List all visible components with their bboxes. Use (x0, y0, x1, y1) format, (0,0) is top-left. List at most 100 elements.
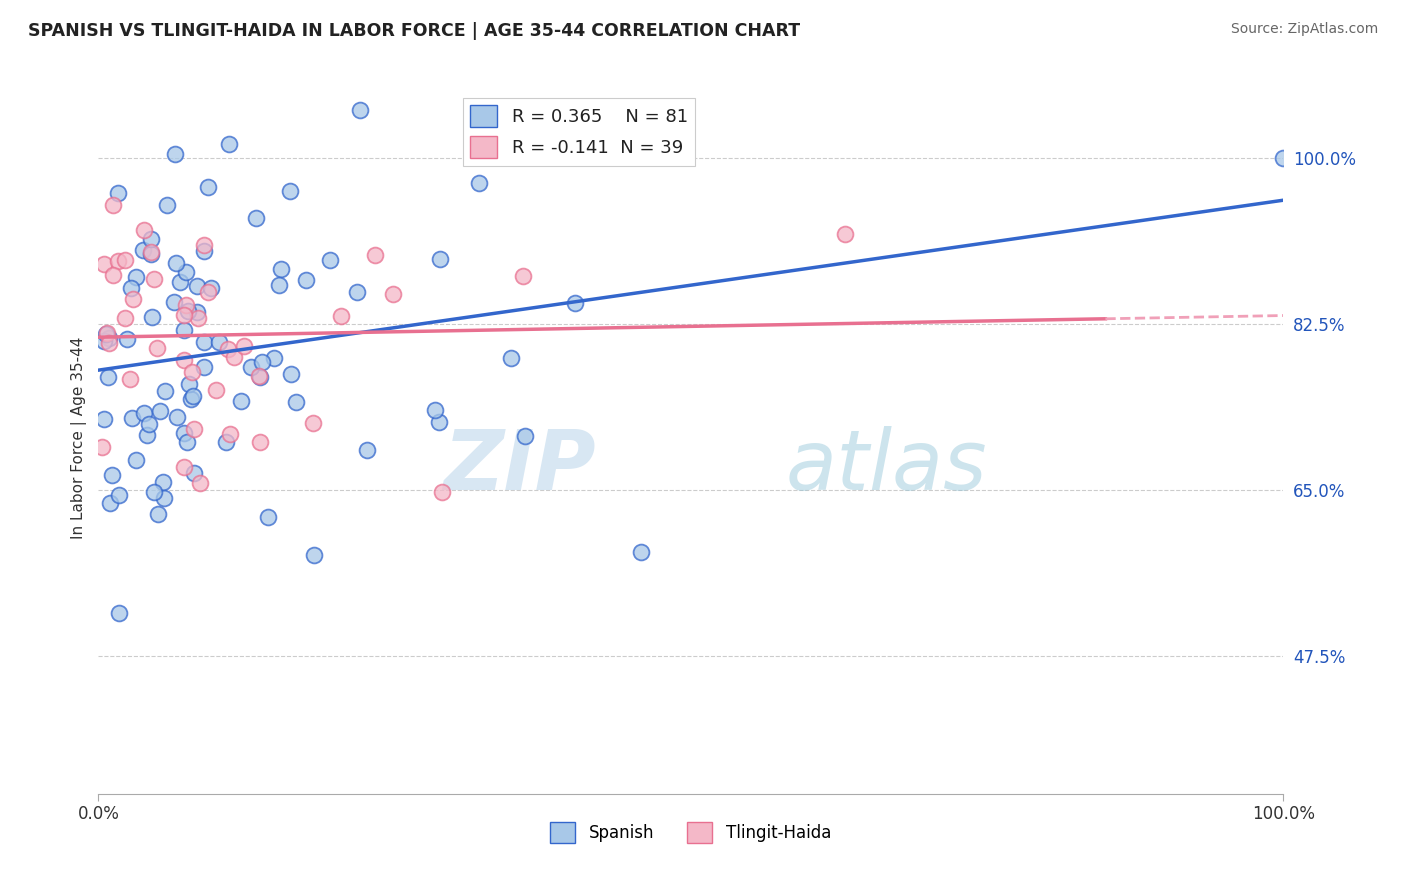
Point (512, 269, 534, 284)
Point (499, 351, 522, 365)
Point (249, 370, 271, 384)
Point (423, 402, 446, 417)
Point (174, 265, 197, 279)
Point (101, 468, 124, 483)
Point (153, 491, 176, 505)
Point (197, 285, 219, 299)
Point (114, 252, 136, 267)
Point (219, 426, 242, 441)
Point (180, 392, 202, 406)
Point (346, 285, 368, 300)
Point (427, 415, 450, 429)
Point (152, 475, 174, 490)
Point (200, 281, 222, 295)
Point (114, 311, 136, 326)
Point (193, 244, 215, 259)
Point (173, 459, 195, 474)
Point (181, 365, 204, 379)
Point (139, 245, 162, 260)
Point (233, 338, 256, 352)
Point (270, 262, 292, 277)
Point (186, 279, 208, 293)
Point (256, 510, 278, 524)
Point (107, 253, 129, 268)
Point (215, 434, 238, 449)
Point (163, 295, 186, 310)
Point (141, 310, 163, 325)
Point (143, 485, 166, 500)
Point (364, 248, 387, 262)
Point (302, 548, 325, 562)
Point (179, 377, 201, 392)
Point (153, 384, 176, 399)
Point (284, 394, 307, 409)
Point (134, 405, 156, 419)
Point (124, 270, 146, 285)
Point (174, 298, 197, 312)
Point (356, 443, 378, 458)
Legend: Spanish, Tlingit-Haida: Spanish, Tlingit-Haida (544, 816, 838, 849)
Point (432, 484, 454, 499)
Point (319, 252, 342, 267)
Point (530, 121, 553, 136)
Point (249, 434, 271, 449)
Point (143, 271, 166, 285)
Point (169, 275, 191, 289)
Text: ZIP: ZIP (443, 425, 596, 507)
Point (188, 476, 211, 491)
Point (173, 308, 195, 322)
Point (120, 371, 142, 385)
Point (280, 184, 302, 198)
Point (183, 422, 205, 436)
Point (146, 341, 169, 355)
Point (1272, 151, 1295, 165)
Point (630, 545, 652, 559)
Point (250, 355, 273, 369)
Point (138, 417, 160, 431)
Point (93, 257, 115, 271)
Point (217, 342, 239, 356)
Point (173, 323, 195, 337)
Point (122, 292, 145, 306)
Point (94, 327, 117, 342)
Point (183, 466, 205, 480)
Point (96, 326, 118, 340)
Point (139, 232, 162, 246)
Point (97, 370, 120, 384)
Point (429, 252, 451, 266)
Point (120, 281, 142, 295)
Point (280, 367, 302, 381)
Point (181, 389, 204, 403)
Point (139, 246, 162, 260)
Point (135, 428, 157, 442)
Point (148, 507, 170, 521)
Point (193, 238, 215, 252)
Point (107, 186, 129, 200)
Point (218, 136, 240, 151)
Point (107, 606, 129, 620)
Point (103, 198, 125, 212)
Point (108, 488, 131, 502)
Point (193, 359, 215, 374)
Point (295, 273, 318, 287)
Point (239, 360, 262, 375)
Point (468, 177, 491, 191)
Point (197, 180, 219, 194)
Point (132, 223, 155, 237)
Point (301, 416, 323, 430)
Point (177, 304, 200, 318)
Text: SPANISH VS TLINGIT-HAIDA IN LABOR FORCE | AGE 35-44 CORRELATION CHART: SPANISH VS TLINGIT-HAIDA IN LABOR FORCE … (28, 22, 800, 40)
Point (187, 311, 209, 326)
Point (245, 211, 267, 226)
Point (176, 435, 198, 450)
Point (149, 404, 172, 418)
Point (247, 368, 270, 383)
Text: Source: ZipAtlas.com: Source: ZipAtlas.com (1230, 22, 1378, 37)
Point (193, 334, 215, 349)
Point (173, 352, 195, 367)
Point (267, 277, 290, 292)
Point (155, 198, 177, 212)
Point (166, 409, 188, 424)
Point (132, 243, 155, 257)
Point (121, 410, 143, 425)
